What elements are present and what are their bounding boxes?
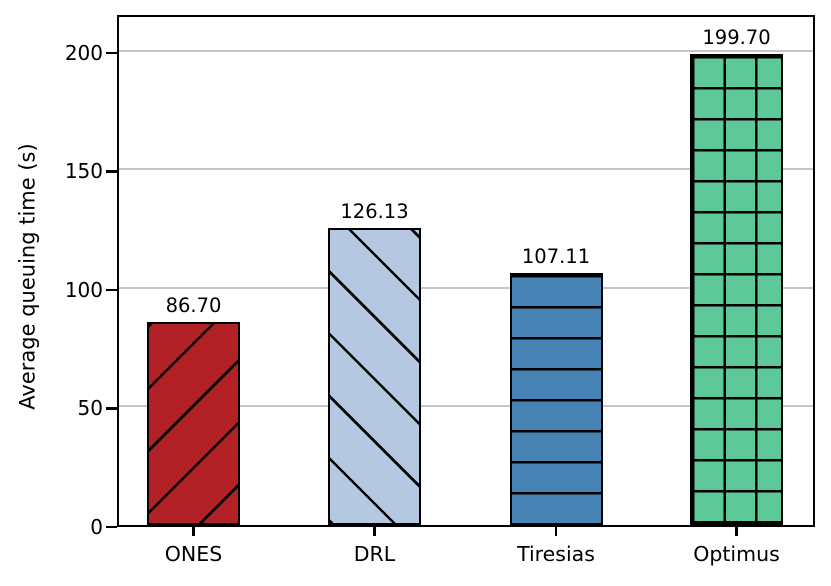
x-axis-category-label: Optimus [693, 542, 780, 566]
gridline [119, 49, 813, 52]
bar-optimus [690, 53, 783, 525]
bar-value-label: 107.11 [521, 245, 591, 269]
bar-drl [328, 228, 421, 525]
bar-value-label: 199.70 [702, 25, 771, 49]
y-tick-label: 200 [64, 40, 103, 65]
bar-ones [147, 321, 240, 525]
plot-area: 86.70 126.13 107.11 199.70 [117, 15, 815, 527]
y-tick-label: 0 [90, 515, 103, 539]
y-tick [106, 288, 117, 292]
x-tick [192, 527, 195, 536]
y-tick-label: 150 [64, 159, 103, 184]
x-tick [735, 527, 738, 536]
y-tick-label: 50 [77, 396, 103, 421]
y-tick-label: 100 [64, 277, 103, 302]
y-tick [106, 407, 117, 410]
x-tick [554, 527, 558, 536]
gridline [119, 405, 813, 408]
gridline [119, 286, 813, 289]
bar-value-label: 126.13 [340, 200, 409, 224]
y-tick [106, 525, 117, 529]
x-axis-category-label: DRL [353, 542, 396, 566]
x-tick [373, 527, 376, 536]
bar-tiresias [509, 273, 603, 525]
gridline [119, 168, 813, 171]
y-tick [106, 51, 117, 55]
y-tick [106, 170, 117, 173]
x-axis-category-label: Tiresias [517, 542, 595, 566]
x-axis-category-label: ONES [164, 542, 223, 566]
bar-value-label: 86.70 [165, 293, 222, 317]
